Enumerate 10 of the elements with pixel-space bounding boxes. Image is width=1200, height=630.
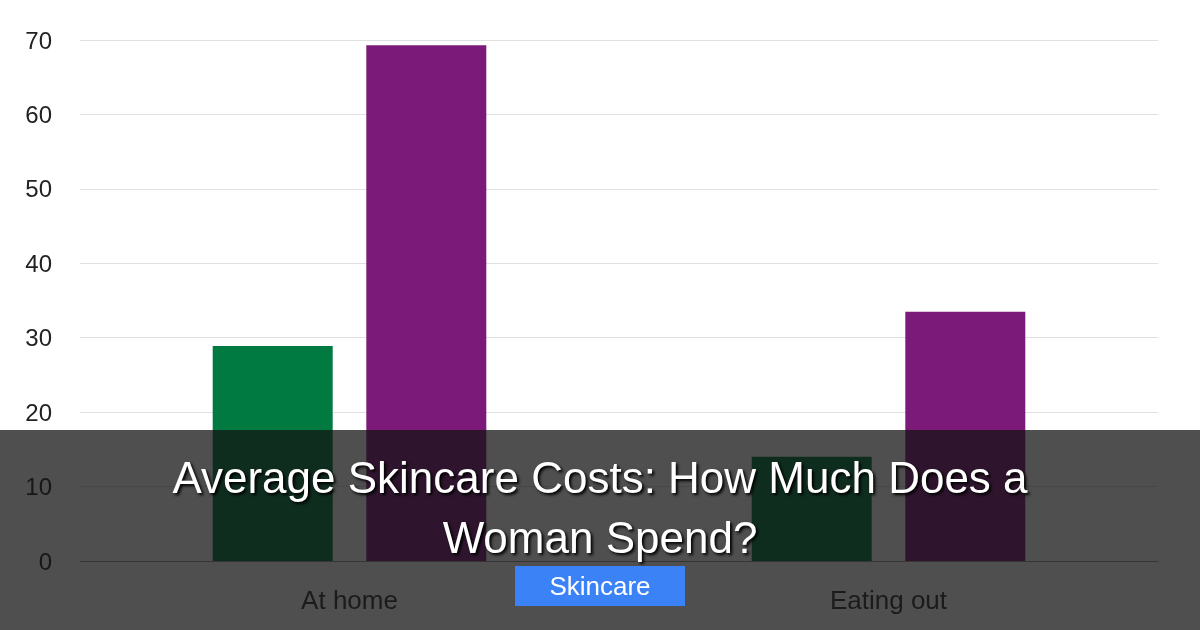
y-tick-label: 10 [25,473,52,501]
text: Average Skincare Costs: How Much Does a Woman Spend? [171,452,1029,564]
y-tick-label: 20 [25,398,52,426]
y-tick-label: 0 [38,547,52,575]
text: Skincare [515,566,685,606]
y-tick-label: 40 [25,249,52,277]
y-tick-label: 60 [25,100,52,128]
y-tick-label: 30 [25,324,52,352]
y-tick-label: 70 [25,26,52,54]
y-tick-label: 50 [25,175,52,203]
